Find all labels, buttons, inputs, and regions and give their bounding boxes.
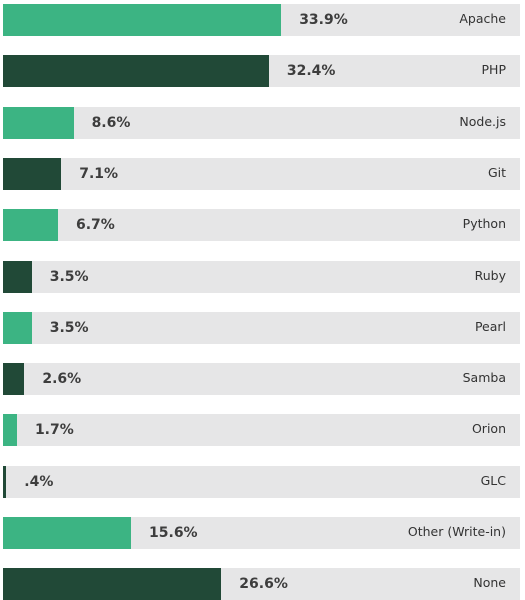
bar-track: 2.6% Samba [3,363,520,395]
bar [3,568,222,600]
data-label: .4% [24,474,54,490]
category-label: Python [462,216,506,231]
category-label: Pearl [474,319,506,334]
bar-track: 8.6% Node.js [3,107,520,139]
bar-track: 3.5% Pearl [3,312,520,344]
category-label: Apache [459,11,506,26]
bar-track: 33.9% Apache [3,4,520,36]
bar [3,4,282,36]
category-label: Other (Write-in) [407,524,506,539]
bar-track: 26.6% None [3,568,520,600]
data-label: 8.6% [91,115,131,131]
category-label: None [473,575,506,590]
bar [3,261,32,293]
bar-track: 7.1% Git [3,158,520,190]
category-label: GLC [480,473,506,488]
bar-track: 1.7% Orion [3,414,520,446]
data-label: 1.7% [34,422,74,438]
data-label: 26.6% [239,576,288,592]
bar [3,107,74,139]
category-label: Node.js [459,114,506,129]
data-label: 7.1% [79,166,119,182]
data-label: 3.5% [49,320,89,336]
bar-track: 3.5% Ruby [3,261,520,293]
category-label: PHP [481,62,506,77]
category-label: Git [487,165,506,180]
bar-track: 32.4% PHP [3,55,520,87]
category-label: Ruby [474,268,506,283]
data-label: 6.7% [75,217,115,233]
bar [3,466,7,498]
bar [3,209,58,241]
bar [3,414,17,446]
bar [3,312,32,344]
bar [3,363,25,395]
bar-track: 6.7% Python [3,209,520,241]
category-label: Orion [471,421,506,436]
data-label: 3.5% [49,269,89,285]
category-label: Samba [462,370,506,385]
data-label: 2.6% [42,371,82,387]
bar [3,55,269,87]
data-label: 33.9% [299,12,348,28]
bar-track: .4% GLC [3,466,520,498]
bar [3,158,62,190]
data-label: 15.6% [149,525,198,541]
bar-track: 15.6% Other (Write-in) [3,517,520,549]
bar [3,517,132,549]
data-label: 32.4% [286,63,336,79]
